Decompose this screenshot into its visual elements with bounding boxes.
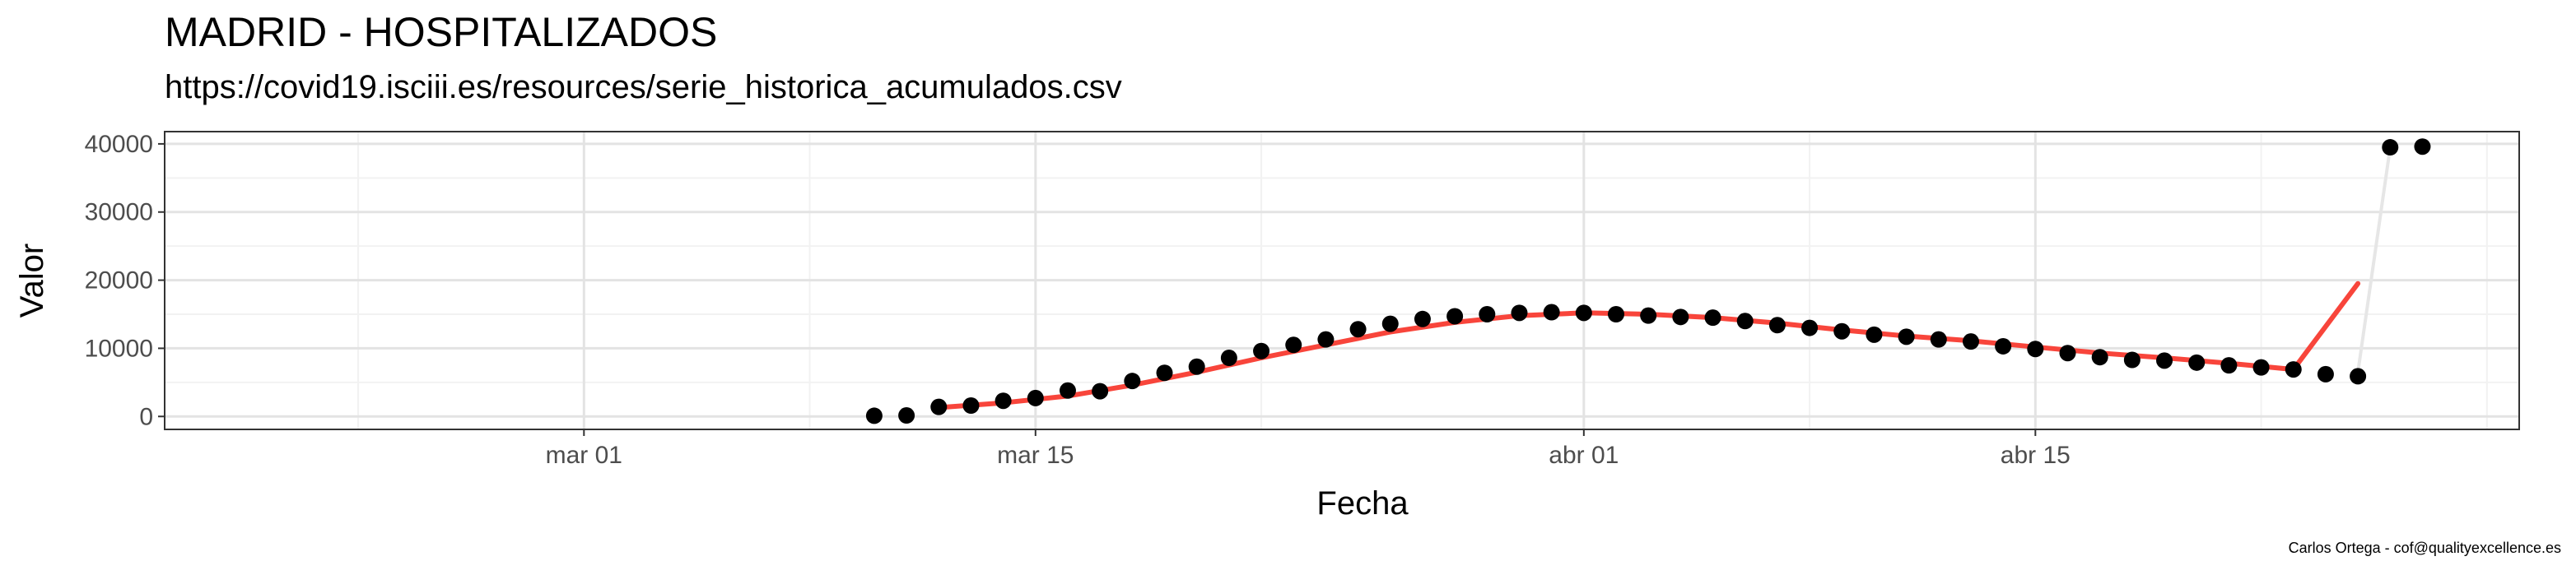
data-point <box>2027 341 2044 358</box>
data-point <box>1962 333 1979 350</box>
trend-line <box>936 281 2361 410</box>
data-point <box>1801 319 1819 336</box>
data-point <box>1608 306 1625 323</box>
data-point <box>1672 308 1689 326</box>
x-axis: mar 01 mar 15 abr 01 abr 15 <box>546 429 2071 469</box>
y-tick-label: 40000 <box>85 131 153 158</box>
connector-line <box>2356 146 2392 373</box>
x-tick-label: mar 01 <box>546 442 622 469</box>
data-point <box>1511 304 1528 322</box>
data-point <box>2091 349 2108 366</box>
data-point <box>1027 389 1044 406</box>
y-axis: 0 10000 20000 30000 40000 <box>85 131 165 430</box>
data-point <box>1285 336 1302 354</box>
data-point <box>2188 354 2206 371</box>
data-point <box>1446 308 1464 325</box>
data-point <box>1995 337 2012 355</box>
gridlines <box>165 132 2519 429</box>
data-point <box>2350 368 2367 385</box>
data-point <box>2414 138 2431 155</box>
data-point <box>898 407 915 424</box>
chart-subtitle: https://covid19.isciii.es/resources/seri… <box>165 69 1122 105</box>
data-point <box>1349 321 1367 338</box>
data-point <box>1414 310 1431 327</box>
data-point <box>1317 331 1335 348</box>
x-tick-label: mar 15 <box>997 442 1074 469</box>
data-point <box>2220 357 2238 374</box>
data-point <box>1736 313 1754 330</box>
data-point <box>1479 306 1496 323</box>
data-point <box>2285 361 2302 378</box>
data-point <box>2382 139 2399 156</box>
data-point <box>1156 364 1173 382</box>
data-point <box>962 397 980 415</box>
data-point <box>1768 317 1786 334</box>
y-tick-label: 20000 <box>85 267 153 294</box>
data-point <box>930 398 948 415</box>
x-axis-title: Fecha <box>1316 485 1409 522</box>
data-point <box>1930 331 1947 348</box>
data-point <box>2156 352 2173 369</box>
data-point <box>1543 304 1560 321</box>
chart-title: MADRID - HOSPITALIZADOS <box>165 9 718 55</box>
data-point <box>2123 351 2140 369</box>
y-tick-label: 0 <box>139 403 153 430</box>
chart-caption: Carlos Ortega - cof@qualityexcellence.es <box>2288 540 2561 556</box>
data-marks <box>865 138 2431 424</box>
data-point <box>1575 304 1592 322</box>
y-axis-title: Valor <box>14 243 50 318</box>
data-point <box>1866 326 1883 343</box>
data-point <box>995 392 1012 410</box>
data-point <box>1253 342 1270 359</box>
x-tick-label: abr 01 <box>1549 442 1619 469</box>
data-point <box>1092 383 1109 400</box>
data-point <box>1704 309 1721 327</box>
data-point <box>865 407 883 424</box>
data-point <box>2252 359 2270 376</box>
data-point <box>1188 358 1205 375</box>
data-point <box>1640 307 1657 324</box>
data-point <box>1059 382 1076 399</box>
data-point <box>1833 322 1851 340</box>
y-tick-label: 10000 <box>85 335 153 362</box>
data-point <box>1220 350 1237 367</box>
data-point <box>1898 328 1915 345</box>
y-tick-label: 30000 <box>85 199 153 226</box>
data-point <box>1124 373 1141 390</box>
data-point <box>2059 345 2076 362</box>
data-point <box>1381 315 1399 332</box>
data-point <box>2317 365 2334 383</box>
x-tick-label: abr 15 <box>2001 442 2071 469</box>
